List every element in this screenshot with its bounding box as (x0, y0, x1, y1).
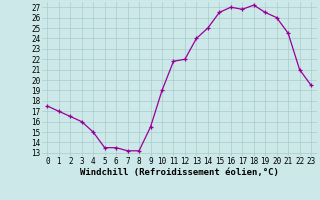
X-axis label: Windchill (Refroidissement éolien,°C): Windchill (Refroidissement éolien,°C) (80, 168, 279, 177)
